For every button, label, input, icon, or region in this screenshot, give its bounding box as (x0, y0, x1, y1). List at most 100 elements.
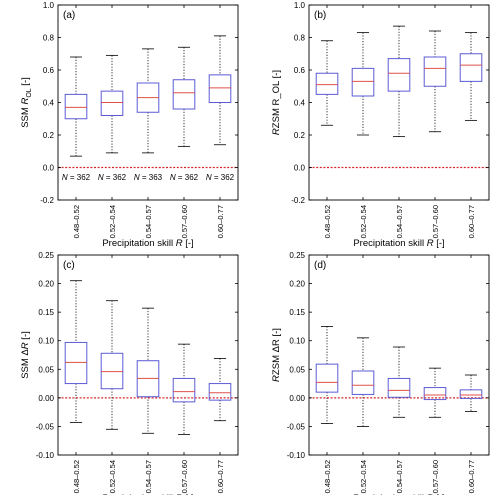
x-tick-label: 0.48–0.52 (323, 205, 332, 238)
y-tick-label: -0.2 (40, 196, 54, 205)
box-3 (136, 307, 160, 434)
y-tick-label: 0.20 (289, 280, 305, 289)
box-2 (100, 300, 124, 430)
x-tick-label: 0.57–0.60 (431, 205, 440, 238)
panel-c: -0.10 -0.05 0.00 0.05 0.10 0.15 0.20 0.25 0.48–0… (20, 251, 239, 495)
y-tick-label: 0.8 (43, 34, 55, 43)
x-tick-label: 0.52–0.54 (359, 205, 368, 238)
iqr-box (100, 90, 124, 116)
x-tick-label: 0.57–0.60 (180, 460, 189, 493)
y-tick-label: -0.2 (291, 196, 305, 205)
sample-size-label: N = 362 (170, 173, 199, 182)
iqr-box (459, 389, 483, 399)
y-tick-label: 0.8 (294, 34, 306, 43)
y-tick-label: 1.0 (43, 1, 55, 10)
y-tick-label: 0.00 (289, 394, 305, 403)
sample-size-label: N = 362 (98, 173, 127, 182)
box-5 (208, 358, 232, 422)
box-1 (315, 326, 339, 424)
y-axis-label: RZSM ΔR [-] (271, 328, 282, 382)
x-tick-label: 0.54–0.57 (144, 205, 153, 238)
iqr-box (64, 341, 88, 385)
box-4 (423, 367, 447, 418)
y-axis-label: SSM ΔR [-] (20, 331, 31, 379)
iqr-box (64, 93, 88, 120)
y-tick-label: 0.6 (294, 66, 306, 75)
y-tick-label: 1.0 (294, 1, 306, 10)
box-5 (459, 32, 483, 121)
y-axis-label: RZSM R_OL [-] (271, 70, 282, 135)
panel-d: -0.10 -0.05 0.00 0.05 0.10 0.15 0.20 0.25 0.48–0… (271, 251, 490, 495)
y-tick-label: -0.10 (287, 451, 306, 460)
panel-a: -0.2 0.0 0.2 0.4 0.6 0.8 1.0 0.48–0.52 0.52–0.54… (20, 1, 239, 249)
iqr-box (351, 370, 375, 395)
iqr-box (423, 56, 447, 87)
plot-frame (308, 254, 490, 456)
sample-size-label: N = 363 (134, 173, 163, 182)
y-tick-label: 0.10 (38, 337, 54, 346)
iqr-box (172, 79, 196, 110)
x-tick-label: 0.60–0.77 (216, 460, 225, 493)
sample-size-label: N = 362 (206, 173, 235, 182)
y-tick-label: 0.0 (294, 164, 306, 173)
y-tick-label: 0.20 (38, 280, 54, 289)
iqr-box (387, 377, 411, 398)
x-axis-label: Precipitation skill R [-] (102, 238, 193, 249)
y-tick-label: 0.2 (43, 131, 55, 140)
iqr-box (459, 53, 483, 82)
x-axis-label: Precipitation skill R [-] (353, 238, 444, 249)
iqr-box (351, 67, 375, 97)
y-tick-label: 0.25 (289, 251, 305, 260)
y-tick-label: 0.4 (43, 99, 55, 108)
y-tick-label: 0.25 (38, 251, 54, 260)
x-tick-label: 0.57–0.60 (180, 205, 189, 238)
x-tick-label: 0.60–0.77 (467, 460, 476, 493)
x-tick-label: 0.48–0.52 (72, 460, 81, 493)
x-tick-label: 0.60–0.77 (216, 205, 225, 238)
iqr-box (423, 387, 447, 401)
iqr-box (208, 74, 232, 103)
iqr-box (387, 58, 411, 92)
panel-label: (b) (314, 10, 326, 21)
iqr-box (315, 363, 339, 393)
y-tick-label: 0.00 (38, 394, 54, 403)
box-3 (387, 346, 411, 418)
x-tick-label: 0.54–0.57 (395, 460, 404, 493)
box-1 (64, 56, 88, 157)
panel-label: (d) (314, 260, 326, 271)
sample-size-label: N = 362 (62, 173, 91, 182)
y-tick-label: 0.6 (43, 66, 55, 75)
box-2 (351, 32, 375, 136)
y-tick-label: 0.2 (294, 131, 306, 140)
x-tick-label: 0.57–0.60 (431, 460, 440, 493)
y-tick-label: 0.05 (38, 365, 54, 374)
x-tick-label: 0.52–0.54 (108, 460, 117, 493)
box-3 (136, 48, 160, 154)
x-axis-label: Precipitation skill R [-] (102, 493, 193, 495)
y-tick-label: 0.15 (38, 308, 54, 317)
x-tick-label: 0.54–0.57 (144, 460, 153, 493)
x-tick-label: 0.52–0.54 (359, 460, 368, 493)
iqr-box (100, 352, 124, 390)
box-5 (459, 374, 483, 412)
x-tick-label: 0.48–0.52 (323, 460, 332, 493)
box-1 (315, 40, 339, 126)
box-4 (423, 30, 447, 133)
y-tick-label: -0.10 (36, 451, 55, 460)
panel-label: (a) (63, 10, 75, 21)
box-2 (100, 54, 124, 154)
box-1 (64, 280, 88, 423)
y-tick-label: 0.15 (289, 308, 305, 317)
x-tick-label: 0.48–0.52 (72, 205, 81, 238)
box-4 (172, 343, 196, 435)
y-tick-label: 0.0 (43, 164, 55, 173)
y-axis-label: SSM ROL [-] (20, 77, 33, 128)
y-tick-label: 0.05 (289, 365, 305, 374)
x-tick-label: 0.52–0.54 (108, 205, 117, 238)
iqr-box (208, 383, 232, 401)
box-2 (351, 337, 375, 427)
box-5 (208, 35, 232, 146)
y-tick-label: 0.4 (294, 99, 306, 108)
x-tick-label: 0.60–0.77 (467, 205, 476, 238)
